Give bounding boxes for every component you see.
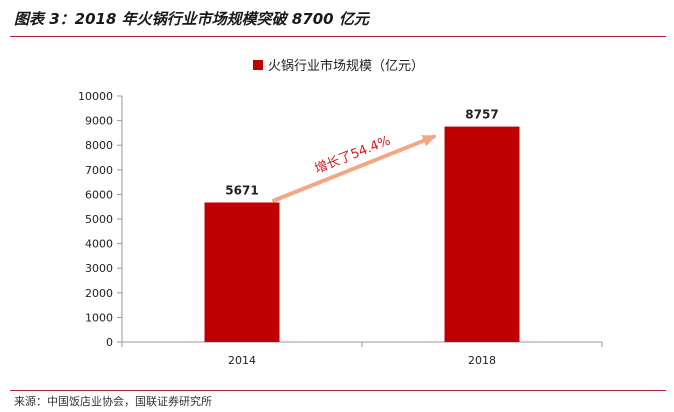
data-label-2014: 5671: [225, 183, 258, 197]
bar-chart: 火锅行业市场规模（亿元） 0 1000 2000 3000 4000 5000 6000 70…: [78, 58, 603, 367]
data-label-2018: 8757: [465, 108, 498, 122]
bar-2018: [444, 126, 520, 343]
y-tick-label: 3000: [85, 262, 113, 275]
legend-swatch: [253, 60, 263, 70]
x-tick-label-2018: 2018: [468, 354, 496, 367]
y-tick-label: 4000: [85, 238, 113, 251]
x-tick-label-2014: 2014: [228, 354, 256, 367]
figure-source: 来源：中国饭店业协会，国联证券研究所: [14, 395, 212, 408]
x-axis: [121, 341, 603, 347]
legend-label: 火锅行业市场规模（亿元）: [268, 58, 424, 74]
growth-arrow-line: [272, 134, 436, 203]
top-rule: [10, 36, 666, 37]
figure-title: 图表 3：2018 年火锅行业市场规模突破 8700 亿元: [14, 10, 369, 28]
y-tick-label: 0: [106, 336, 113, 349]
y-tick-label: 2000: [85, 287, 113, 300]
y-tick-label: 8000: [85, 139, 113, 152]
bottom-rule: [10, 390, 666, 391]
y-tick-label: 1000: [85, 311, 113, 324]
y-axis: 0 1000 2000 3000 4000 5000 6000 7000 8000 9000 100…: [78, 90, 123, 349]
y-tick-label: 10000: [78, 90, 113, 103]
y-tick-label: 7000: [85, 164, 113, 177]
growth-arrow-head: [421, 135, 437, 147]
y-tick-label: 9000: [85, 115, 113, 128]
y-tick-label: 6000: [85, 188, 113, 201]
y-tick-label: 5000: [85, 213, 113, 226]
growth-annotation: 增长了54.4%: [272, 133, 437, 203]
bars: 5671 2014 8757 2018: [204, 108, 520, 367]
legend: 火锅行业市场规模（亿元）: [253, 58, 424, 74]
bar-2014: [204, 202, 280, 342]
